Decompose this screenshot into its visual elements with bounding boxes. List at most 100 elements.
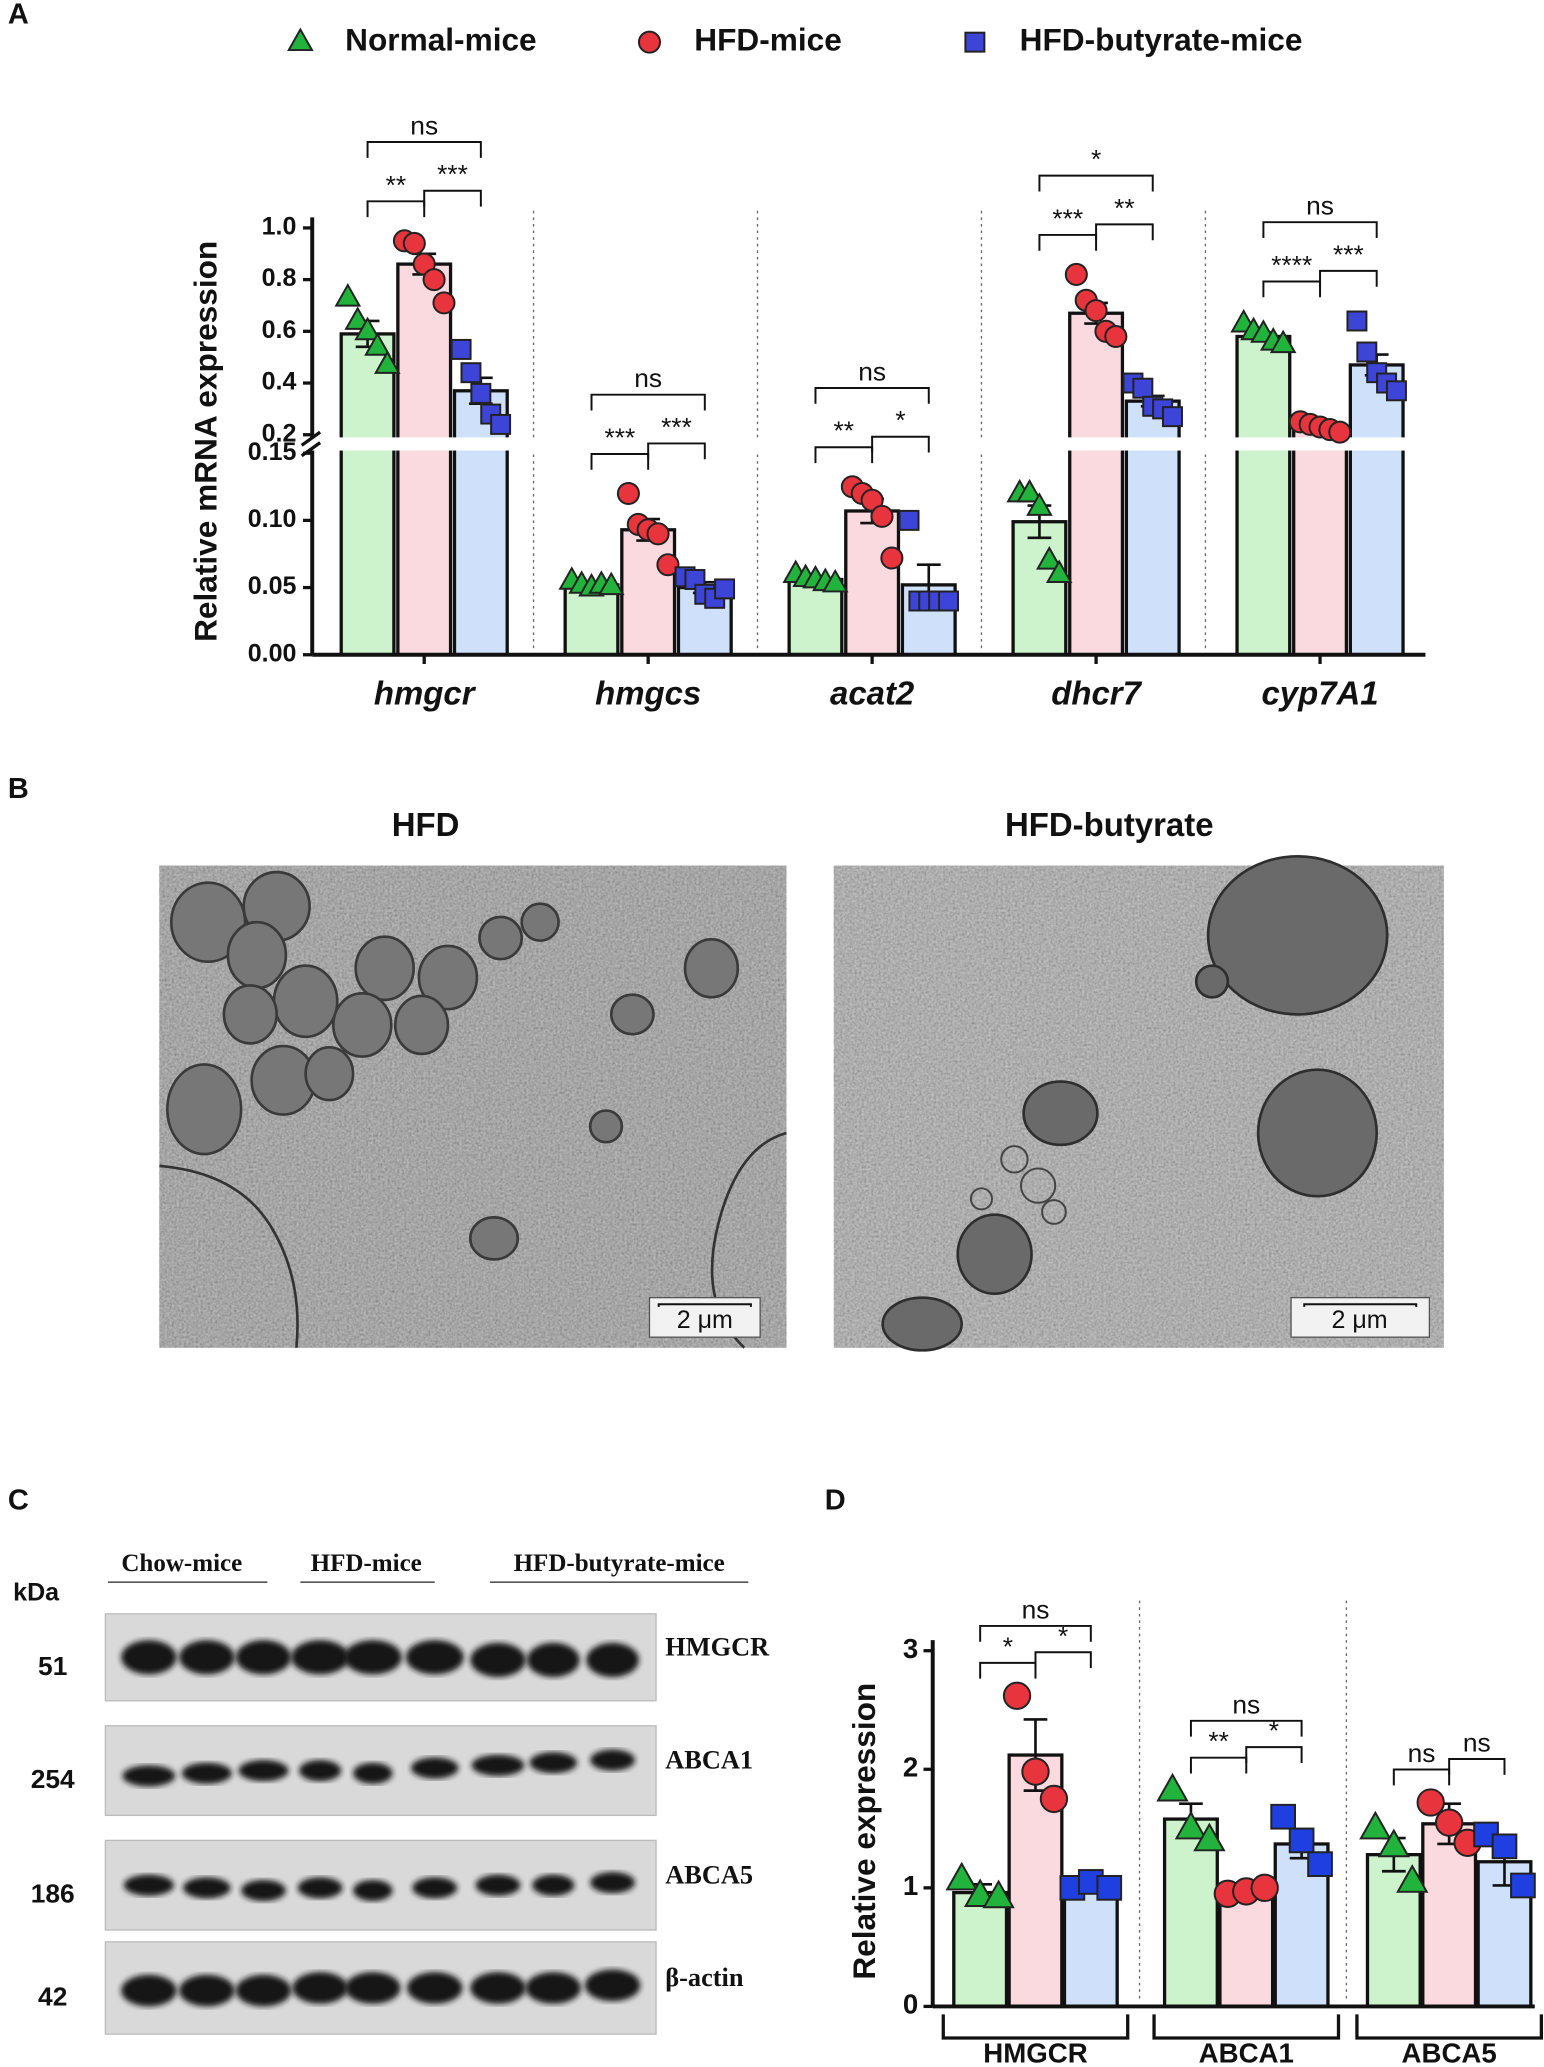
data-point: [1416, 1788, 1445, 1817]
significance-label: ns: [1463, 1727, 1491, 1757]
data-point: [1045, 559, 1073, 584]
significance-label: ns: [410, 110, 438, 140]
blot-band: [586, 1642, 639, 1678]
significance-label: ns: [1306, 191, 1334, 221]
data-point: [1396, 1864, 1429, 1893]
data-point: [1269, 329, 1297, 354]
blot-band: [299, 1760, 342, 1782]
droplets: [881, 854, 1389, 1352]
blot-band: [532, 1874, 575, 1896]
data-point: [1434, 1808, 1464, 1837]
y-tick-label: 0.4: [262, 368, 297, 396]
bar: [1011, 520, 1068, 657]
data-point: [597, 571, 625, 596]
blot-band: [525, 1972, 581, 2004]
micrograph-title: HFD-butyrate: [1005, 806, 1214, 843]
blot-band: [529, 1752, 578, 1774]
x-tick-label: ABCA5: [1402, 2037, 1497, 2067]
panel-label: C: [8, 1485, 29, 1517]
significance-bracket: [871, 435, 930, 453]
data-point: [1346, 310, 1368, 332]
y-tick-label: 0.6: [262, 316, 297, 344]
group-bracket: [1355, 2014, 1544, 2040]
y-tick-label: 3: [903, 1633, 918, 1664]
x-tick-label: cyp7A1: [1261, 674, 1378, 711]
data-point: [1084, 299, 1108, 323]
blot-band: [405, 1640, 464, 1675]
data-point: [1096, 1875, 1123, 1901]
blot-band: [238, 1760, 289, 1782]
data-point: [1132, 377, 1154, 399]
significance-label: *: [895, 405, 905, 435]
figure-content: A B C D HFD HFD-butyrate 2 μm 2 μm Chow-…: [8, 0, 1544, 2067]
bar: [339, 332, 396, 657]
bar: [844, 509, 901, 657]
significance-label: *: [1269, 1716, 1279, 1746]
blot-band: [590, 1872, 635, 1894]
y-tick-label: 2: [903, 1752, 918, 1783]
data-point: [354, 316, 381, 341]
significance-bracket: [814, 386, 930, 404]
data-point: [945, 1861, 978, 1891]
significance-bracket: [1189, 1719, 1303, 1737]
membrane: [159, 1164, 299, 1348]
blot-group-label: HFD-butyrate-mice: [514, 1550, 725, 1577]
x-tick-label: acat2: [830, 674, 914, 711]
y-tick-label: 1: [903, 1870, 918, 1901]
significance-bracket: [1262, 221, 1378, 238]
x-tick-label: HMGCR: [983, 2037, 1087, 2067]
blot-band: [584, 1969, 641, 2002]
panel-label: D: [825, 1485, 846, 1517]
scale-bar-label: 2 μm: [677, 1306, 733, 1334]
significance-bracket: [423, 189, 482, 207]
data-point: [821, 568, 849, 593]
data-point: [1193, 1822, 1226, 1852]
blot-band: [241, 1879, 286, 1902]
blot-band: [412, 1877, 458, 1899]
y-tick-label: 1.0: [262, 213, 297, 241]
data-point: [334, 283, 362, 307]
data-point: [1510, 1872, 1536, 1899]
data-point: [1250, 1873, 1279, 1903]
data-point: [432, 291, 456, 315]
significance-label: ns: [634, 363, 662, 393]
scale-bar-label: 2 μm: [1332, 1306, 1388, 1334]
significance-label: ***: [1333, 239, 1364, 269]
y-tick-label: 0.2: [262, 419, 297, 447]
significance-label: ns: [1232, 1689, 1260, 1719]
data-point: [1270, 1803, 1297, 1830]
significance-label: ns: [1022, 1594, 1050, 1624]
vesicles: [969, 1145, 1067, 1225]
significance-bracket: [1038, 174, 1154, 192]
data-point: [460, 362, 482, 384]
blot-band: [526, 1642, 580, 1678]
blot-band: [235, 1974, 292, 2007]
blot-protein: HMGCR: [665, 1632, 770, 1661]
blot-band: [297, 1877, 343, 1899]
blot-band: [121, 1640, 177, 1675]
blot-group-label: HFD-mice: [311, 1550, 422, 1577]
significance-bracket: [814, 446, 874, 464]
data-point: [1021, 1757, 1050, 1786]
blot-protein: β-actin: [665, 1963, 744, 1992]
axis-break-mark: [300, 430, 322, 458]
significance-label: ***: [661, 412, 692, 442]
significance-bracket: [1038, 233, 1098, 251]
significance-label: *: [1091, 144, 1101, 174]
significance-bracket: [1034, 1651, 1092, 1669]
scale-bar: [1303, 1303, 1418, 1307]
significance-label: ns: [1408, 1738, 1436, 1768]
blot-band: [353, 1879, 393, 1902]
blot-kda: 42: [38, 1981, 67, 2011]
significance-bracket: [979, 1661, 1037, 1679]
panel-label: B: [8, 773, 29, 805]
blot-protein: ABCA1: [665, 1746, 753, 1775]
bar: [1218, 1889, 1275, 2009]
blot-band: [407, 1972, 463, 2004]
blot-kda: 254: [31, 1764, 75, 1794]
blot-band: [475, 1874, 521, 1896]
legend-marker: [964, 31, 986, 53]
significance-bracket: [366, 141, 482, 158]
significance-bracket: [1448, 1758, 1506, 1775]
blot-band: [471, 1754, 525, 1776]
